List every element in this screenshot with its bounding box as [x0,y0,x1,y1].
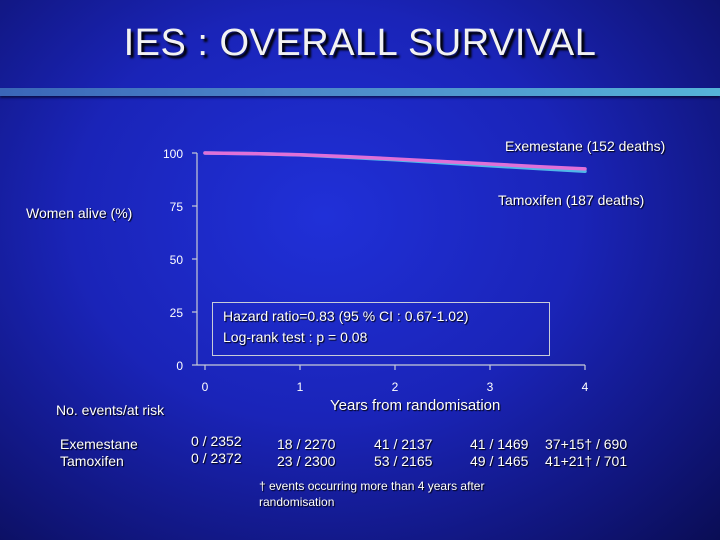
y-tick-label: 50 [170,253,184,267]
risk-cell: 41 / 1469 [470,436,529,452]
risk-cell: 0 / 2372 [191,450,242,466]
x-tick-label: 1 [297,380,304,394]
risk-cell: 37+15† / 690 [545,436,628,452]
risk-cell: 41+21† / 701 [545,453,628,469]
x-tick-label: 2 [392,380,399,394]
slide-title: IES : OVERALL SURVIVAL [123,22,597,64]
hazard-ratio-text: Hazard ratio=0.83 (95 % CI : 0.67-1.02) [223,308,469,324]
y-tick-label: 25 [170,306,184,320]
risk-cell: 53 / 2165 [374,453,433,469]
footnote-line-2: randomisation [259,495,335,509]
x-tick-label: 4 [582,380,589,394]
risk-row-label-exemestane: Exemestane [60,436,138,452]
risk-cell: 23 / 2300 [277,453,336,469]
x-tick-label: 0 [202,380,209,394]
x-axis-label: Years from randomisation [330,397,501,414]
y-tick-label: 75 [170,200,184,214]
y-axis-label: Women alive (%) [26,205,133,221]
footnote-line-1: † events occurring more than 4 years aft… [259,479,485,493]
risk-row-label-tamoxifen: Tamoxifen [60,453,124,469]
log-rank-text: Log-rank test : p = 0.08 [223,329,368,345]
y-tick-label: 0 [176,359,183,373]
exemestane-series-label: Exemestane (152 deaths) [505,138,666,154]
risk-table-header: No. events/at risk [56,402,165,418]
title-rule [0,88,720,96]
x-tick-label: 3 [487,380,494,394]
risk-cell: 0 / 2352 [191,433,242,449]
exemestane-survival-line [203,151,587,171]
risk-cell: 49 / 1465 [470,453,529,469]
tamoxifen-survival-line [203,151,587,173]
risk-cell: 18 / 2270 [277,436,336,452]
risk-cell: 41 / 2137 [374,436,433,452]
y-tick-label: 100 [163,147,183,161]
hazard-ratio-box: Hazard ratio=0.83 (95 % CI : 0.67-1.02) … [212,302,550,356]
tamoxifen-series-label: Tamoxifen (187 deaths) [498,192,645,208]
